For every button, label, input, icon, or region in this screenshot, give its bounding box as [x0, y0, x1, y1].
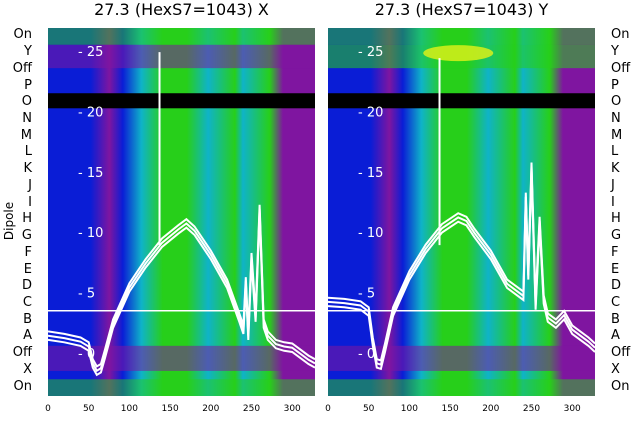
row-label-left: I: [28, 194, 32, 210]
series-line: [48, 213, 315, 377]
x-tick-label: 200: [202, 404, 220, 414]
overlay-tick-label: - 15: [358, 166, 383, 181]
row-label-left: Off: [12, 60, 32, 76]
row-label-right: B: [611, 311, 620, 327]
heatmap-black-band: [48, 93, 315, 109]
x-tick-label: 250: [242, 404, 261, 414]
row-label-right: J: [611, 177, 615, 193]
row-label-right: G: [611, 228, 622, 244]
x-tick-label: 100: [120, 404, 138, 414]
overlay-tick-label: - 0: [358, 347, 375, 362]
row-label-right: On: [611, 378, 630, 394]
row-label-left: X: [23, 361, 32, 377]
x-tick-label: 50: [82, 404, 95, 414]
row-label-left: E: [23, 261, 32, 277]
overlay-tick-label: - 10: [78, 226, 103, 241]
series-line: [328, 162, 595, 362]
row-label-left: D: [21, 278, 32, 294]
row-label-left: M: [20, 127, 32, 143]
row-label-right: I: [611, 194, 615, 210]
row-label-right: K: [611, 161, 620, 177]
heatmap-y-svg: - 25 - 20 - 15 - 10 - 5 - 0: [328, 28, 595, 396]
row-label-right: D: [611, 278, 622, 294]
heatmap-band-on-bottom: [328, 379, 595, 396]
heatmap-hotspot: [423, 45, 494, 62]
overlay-tick-label: - 20: [358, 105, 383, 120]
row-label-left: O: [21, 94, 32, 110]
row-label-right: N: [611, 111, 621, 126]
row-label-left: N: [22, 111, 32, 126]
chart-title-y: 27.3 (HexS7=1043) Y: [374, 0, 549, 19]
heatmap-band-on-bottom: [48, 379, 315, 396]
overlay-tick-label: - 25: [78, 45, 103, 60]
row-label-left: On: [13, 27, 32, 43]
heatmap-black-band: [328, 93, 595, 109]
x-tick-label: 300: [283, 404, 301, 414]
row-label-left: L: [24, 144, 32, 160]
x-tick-label: 50: [362, 404, 375, 414]
row-label-left: A: [23, 328, 32, 344]
row-label-right: O: [611, 94, 622, 110]
row-label-left: Y: [24, 44, 32, 60]
row-label-right: On: [611, 27, 630, 43]
row-label-left: On: [13, 378, 32, 394]
heatmap-band-bottom: [328, 345, 595, 371]
x-tick-label: 150: [161, 404, 179, 414]
heatmap-band-on-top: [48, 28, 315, 45]
series-line: [48, 208, 315, 373]
overlay-tick-label: - 5: [358, 286, 375, 301]
row-label-left: P: [24, 77, 32, 93]
heatmap-x-svg: - 25- 20- 15- 10- 5- 0: [48, 28, 315, 396]
x-tick-label: 300: [563, 404, 581, 414]
overlay-tick-label: - 20: [78, 105, 103, 120]
heatmap-band-on-top: [328, 28, 595, 45]
row-label-right: E: [611, 261, 620, 277]
chart-title-x: 27.3 (HexS7=1043) X: [94, 0, 269, 19]
row-label-right: P: [611, 77, 619, 93]
row-label-right: M: [611, 127, 623, 143]
row-label-left: K: [23, 161, 32, 177]
overlay-tick-label: - 10: [358, 226, 383, 241]
overlay-tick-label: - 5: [78, 286, 95, 301]
overlay-tick-label: - 25: [358, 45, 383, 60]
overlay-tick-label: - 15: [78, 166, 103, 181]
row-label-right: Y: [611, 44, 619, 60]
row-label-right: A: [611, 328, 620, 344]
row-label-left: J: [28, 177, 32, 193]
x-tick-label: 0: [325, 404, 331, 414]
row-label-right: H: [611, 211, 621, 227]
x-tick-label: 150: [441, 404, 459, 414]
x-tick-label: 0: [45, 404, 51, 414]
row-label-right: X: [611, 361, 620, 377]
row-label-left: C: [22, 295, 32, 310]
row-label-left: F: [24, 244, 32, 260]
row-label-right: C: [611, 295, 621, 310]
row-label-left: G: [21, 228, 32, 244]
row-label-left: Off: [12, 345, 32, 361]
x-tick-label: 200: [482, 404, 500, 414]
series-line: [48, 204, 315, 368]
row-label-right: Off: [611, 345, 631, 361]
heatmap-panel-y: - 25 - 20 - 15 - 10 - 5 - 0: [328, 28, 595, 396]
heatmap-panel-x: - 25- 20- 15- 10- 5- 0: [48, 28, 315, 396]
heatmap-band-top: [48, 44, 315, 69]
row-label-left: B: [23, 311, 32, 327]
x-tick-label: 250: [522, 404, 541, 414]
row-label-right: L: [611, 144, 619, 160]
heatmap-background: [328, 28, 595, 396]
x-tick-label: 100: [400, 404, 418, 414]
row-label-right: Off: [611, 60, 631, 76]
row-label-right: F: [611, 244, 619, 260]
row-label-left: H: [22, 211, 32, 227]
